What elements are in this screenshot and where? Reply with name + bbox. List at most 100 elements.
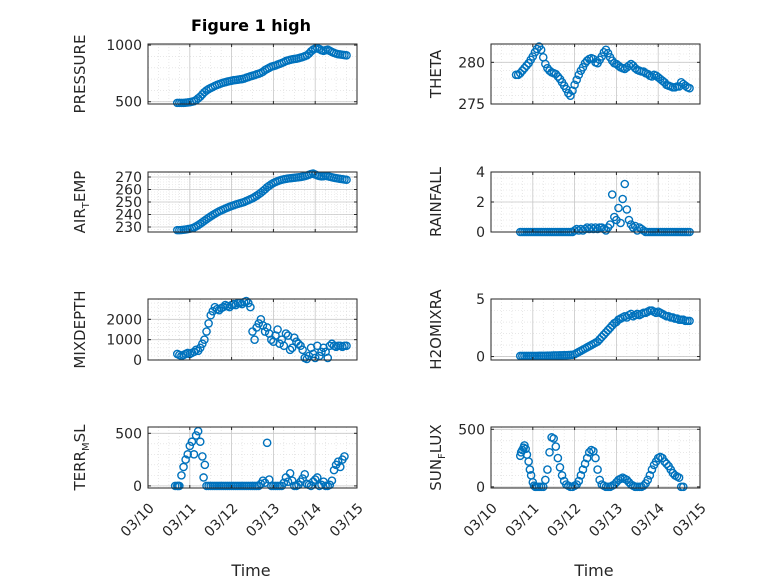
axes-mixdepth: 0 1000 2000 MIXDEPTH	[71, 290, 358, 369]
y-axis-label-air-temp: AIRTEMP	[71, 171, 92, 234]
series-points-mixdepth	[172, 296, 351, 364]
data-point	[574, 476, 584, 486]
y-tick-label: 0	[476, 350, 485, 366]
data-point	[607, 190, 617, 199]
data-point	[202, 327, 211, 336]
axes-box	[490, 298, 701, 361]
data-point	[202, 86, 211, 95]
x-tick-label: 03/11	[503, 500, 543, 540]
data-point	[175, 481, 184, 491]
data-point	[576, 471, 586, 480]
data-point	[674, 82, 684, 91]
data-point	[568, 86, 577, 95]
y-tick-label: 240	[115, 208, 142, 224]
data-point	[317, 347, 326, 357]
data-point	[551, 442, 561, 451]
axes-terr-msl: 03/10 03/11 03/12 03/13 03/14 03/15 0 500 TERRMS…	[71, 424, 367, 540]
y-tick-label: 230	[115, 220, 142, 236]
x-tick-label: 03/10	[118, 500, 158, 540]
data-point	[198, 452, 207, 461]
y-tick-label: 1000	[106, 38, 142, 54]
data-point	[555, 462, 565, 472]
axes-sun-flux: 03/10 03/11 03/12 03/13 03/14 03/15 0 500 SUNFLU…	[427, 422, 710, 540]
data-point	[342, 175, 351, 185]
data-point	[574, 70, 584, 80]
data-point	[279, 341, 289, 351]
data-point	[591, 223, 600, 232]
data-point	[306, 481, 316, 491]
figure-title: Figure 1 high	[191, 16, 311, 35]
data-point	[310, 475, 320, 484]
y-tick-label: 2000	[106, 312, 142, 328]
y-axis-label-sun-flux: SUNFLUX	[427, 424, 448, 490]
data-point	[289, 333, 299, 342]
y-tick-label: 500	[115, 95, 142, 111]
data-point	[285, 468, 295, 478]
x-tick-label: 03/13	[586, 500, 626, 540]
data-point	[639, 67, 648, 76]
x-tick-label: 03/14	[628, 500, 668, 540]
data-point	[593, 224, 602, 234]
y-tick-label: 4	[476, 165, 485, 181]
data-point	[218, 302, 228, 312]
x-tick-label: 03/15	[327, 500, 367, 540]
data-point	[643, 475, 653, 485]
data-point	[584, 448, 594, 457]
data-point	[647, 72, 657, 81]
data-point	[208, 306, 218, 316]
x-tick-label: 03/10	[461, 500, 501, 540]
data-point	[528, 52, 538, 61]
data-point	[518, 66, 527, 75]
y-axis-label-h2omixra: H2OMIXRA	[427, 289, 445, 370]
data-point	[626, 309, 636, 319]
series-points-h2omixra	[515, 306, 694, 361]
axes-rainfall: 0 2 4 RAINFALL	[427, 165, 701, 241]
data-point	[254, 319, 264, 328]
data-point	[312, 473, 322, 482]
data-point	[553, 72, 563, 81]
x-tick-label: 03/14	[285, 500, 325, 540]
data-point	[323, 353, 333, 363]
data-point	[593, 465, 602, 474]
data-point	[333, 457, 343, 467]
data-point	[250, 335, 259, 344]
data-point	[524, 457, 533, 466]
data-point	[570, 80, 579, 90]
axes-box	[147, 426, 358, 489]
data-point	[191, 431, 201, 440]
data-point	[183, 450, 193, 459]
data-point	[521, 444, 530, 454]
y-tick-label: 280	[458, 55, 485, 71]
data-point	[200, 460, 210, 470]
y-tick-label: 500	[115, 426, 142, 442]
data-point	[260, 327, 270, 336]
data-point	[605, 220, 615, 229]
data-point	[564, 88, 573, 98]
y-tick-label: 2	[476, 195, 485, 211]
x-axis-label-right: Time	[573, 561, 613, 580]
series-points-sun-flux	[515, 433, 688, 492]
data-point	[206, 310, 215, 320]
y-tick-label: 0	[476, 225, 485, 241]
data-point	[622, 205, 632, 214]
data-point	[618, 194, 627, 204]
data-point	[281, 329, 291, 338]
y-axis-label-rainfall: RAINFALL	[427, 166, 445, 237]
data-point	[300, 470, 310, 479]
y-tick-label: 500	[458, 422, 485, 438]
data-point	[614, 203, 623, 213]
data-point	[193, 426, 203, 436]
y-tick-label: 0	[133, 353, 142, 369]
data-point	[187, 437, 197, 447]
x-tick-label: 03/12	[202, 500, 242, 540]
data-point	[515, 68, 525, 78]
data-point	[557, 471, 567, 480]
data-point	[204, 319, 213, 328]
axes-h2omixra: 0 5 H2OMIXRA	[427, 289, 701, 370]
y-axis-label-theta: THETA	[427, 49, 445, 99]
data-point	[189, 450, 199, 459]
y-axis-label-terr-msl: TERRMSL	[71, 424, 92, 492]
data-point	[185, 441, 195, 451]
data-point	[541, 475, 550, 485]
data-point	[294, 339, 303, 349]
